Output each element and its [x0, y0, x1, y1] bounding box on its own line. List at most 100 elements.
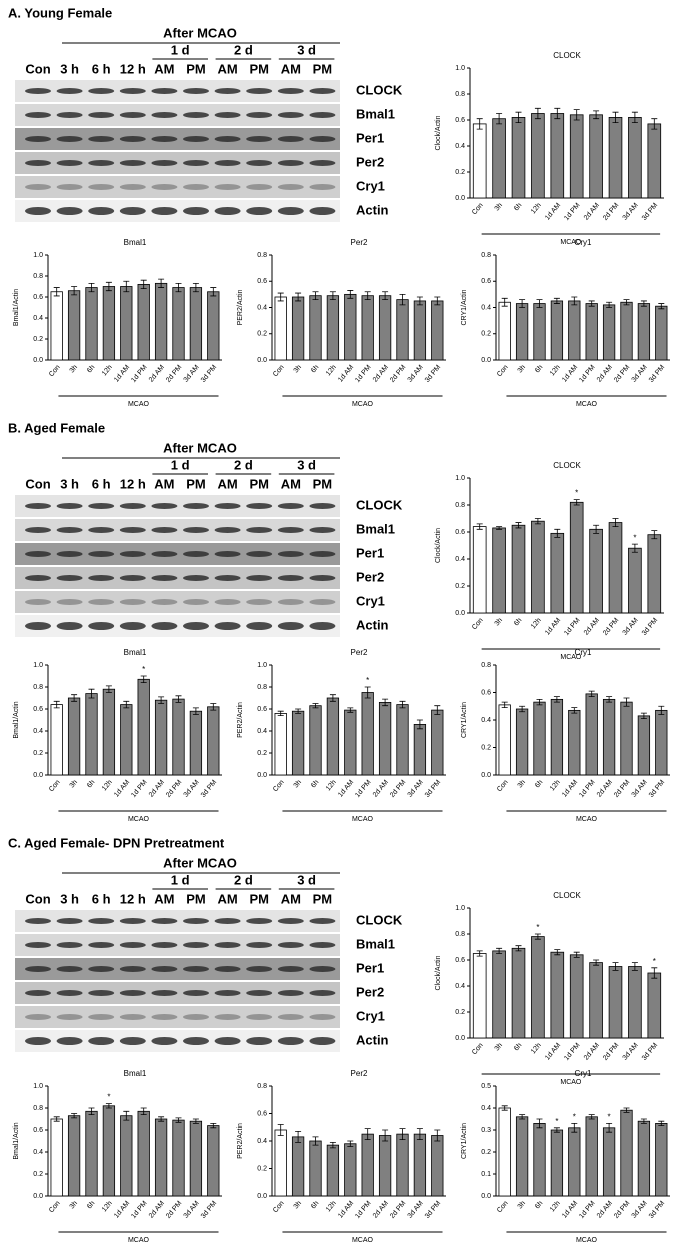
error-bar	[71, 286, 78, 296]
bar	[550, 951, 565, 1039]
bar	[291, 296, 305, 361]
x-tick-label: 2d AM	[372, 364, 390, 384]
lane-label: AM	[217, 476, 237, 491]
blot-strip	[15, 910, 340, 932]
blot-row-label: Per1	[356, 960, 384, 975]
blot-band	[88, 207, 115, 215]
error-bar	[312, 1136, 319, 1146]
lane-label: PM	[186, 61, 206, 76]
error-bar	[295, 708, 302, 714]
blot-strip	[15, 982, 340, 1004]
lane-label: 6 h	[92, 476, 111, 491]
error-bar	[554, 107, 561, 120]
error-bar	[347, 290, 354, 299]
x-tick-label: Con	[48, 779, 62, 793]
bar	[655, 1123, 668, 1197]
blot-band	[277, 551, 304, 557]
y-tick-label: 0.0	[33, 1193, 43, 1200]
blot-band	[214, 1037, 241, 1045]
significance-mark: *	[142, 665, 145, 674]
y-tick-label: 0.4	[481, 304, 491, 311]
blot-band	[309, 160, 336, 166]
error-bar	[606, 301, 613, 308]
bar	[602, 1127, 616, 1197]
x-tick-label: 2d AM	[372, 1200, 390, 1220]
x-tick-label: 12h	[549, 1200, 562, 1214]
x-tick-label: 3h	[293, 1200, 303, 1211]
y-tick-label: 0.4	[481, 1105, 491, 1112]
blot-band	[277, 990, 304, 996]
bar	[85, 1110, 98, 1197]
y-tick-label: 1.0	[33, 1083, 43, 1090]
blot-band	[214, 112, 241, 118]
lane-label: AM	[217, 891, 237, 906]
blot-band	[88, 622, 115, 630]
bar	[568, 709, 581, 776]
y-tick-label: 1.0	[455, 475, 465, 482]
bar	[207, 291, 220, 361]
error-bar	[312, 291, 319, 301]
error-bar	[631, 962, 638, 971]
error-bar	[534, 933, 541, 940]
day-label: 1 d	[171, 457, 190, 472]
x-tick-label: 3d AM	[183, 1200, 201, 1220]
day-label: 2 d	[234, 872, 253, 887]
day-label: 2 d	[234, 42, 253, 57]
error-bar	[588, 690, 595, 698]
x-tick-label: 3d AM	[183, 779, 201, 799]
blot-strip	[15, 543, 340, 565]
error-bar	[277, 710, 284, 716]
blot-band	[119, 551, 146, 557]
blot-band	[88, 918, 115, 924]
blot-header: After MCAO	[163, 855, 237, 870]
error-bar	[399, 1128, 406, 1141]
error-bar	[536, 698, 543, 706]
y-tick-label: 0.2	[257, 1165, 267, 1172]
blot-band	[56, 112, 83, 118]
lane-label: PM	[186, 476, 206, 491]
x-tick-label: 2d PM	[389, 364, 407, 384]
blot-strip	[15, 615, 340, 637]
blot-band	[151, 1037, 178, 1045]
error-bar	[88, 1107, 95, 1115]
blot-band	[246, 184, 273, 190]
error-bar	[623, 697, 630, 707]
blot-band	[88, 990, 115, 996]
group-label: MCAO	[576, 816, 598, 823]
error-bar	[623, 299, 630, 306]
lane-label: PM	[313, 61, 333, 76]
x-tick-label: 2d AM	[596, 1200, 614, 1220]
y-tick-label: 0.4	[257, 304, 267, 311]
y-tick-label: 1.0	[455, 65, 465, 72]
x-tick-label: 3h	[517, 779, 527, 790]
chart-title: Cry1	[575, 648, 592, 657]
error-bar	[364, 1128, 371, 1141]
blot-band	[25, 918, 51, 924]
error-bar	[571, 1123, 578, 1133]
error-bar	[476, 950, 483, 957]
error-bar	[158, 278, 165, 288]
x-tick-label: 3d AM	[631, 1200, 649, 1220]
blot-band	[25, 184, 51, 190]
error-bar	[382, 291, 389, 301]
bar	[274, 296, 287, 361]
blot-band	[246, 575, 273, 581]
blot-strip	[15, 1030, 340, 1052]
x-tick-label: 3d PM	[648, 1200, 666, 1220]
bar	[472, 526, 487, 614]
x-tick-label: Con	[496, 364, 510, 378]
y-tick-label: 0.0	[455, 610, 465, 617]
error-bar	[295, 292, 302, 302]
error-bar	[554, 949, 561, 956]
error-bar	[573, 499, 580, 506]
bar	[492, 527, 506, 614]
blot-band	[88, 136, 115, 142]
bar	[137, 1110, 150, 1197]
error-bar	[140, 1107, 147, 1115]
y-tick-label: 0.6	[455, 957, 465, 964]
bar	[511, 117, 526, 199]
y-tick-label: 0.6	[481, 278, 491, 285]
x-tick-label: 1d PM	[354, 779, 372, 799]
x-tick-label: 1d AM	[113, 1200, 131, 1220]
blot-band	[151, 184, 178, 190]
